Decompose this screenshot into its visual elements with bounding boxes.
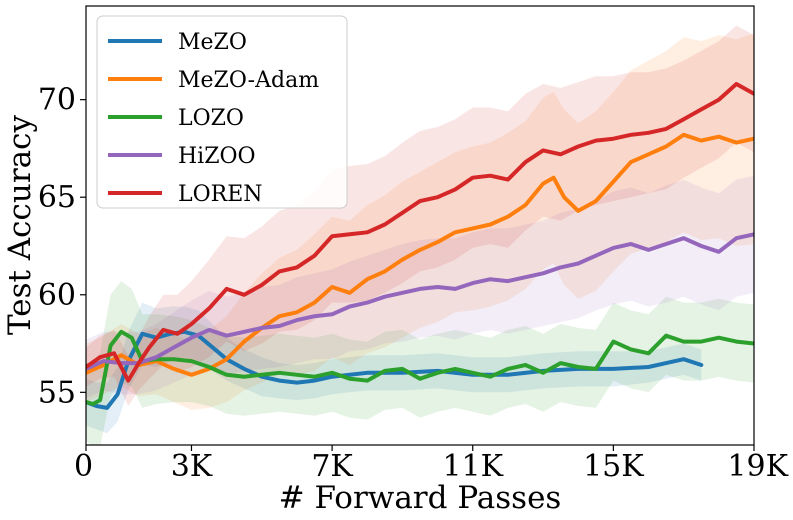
line-loren: [86, 82, 754, 383]
legend-label-loren: LOREN: [178, 182, 263, 207]
legend-label-hizoo: HiZOO: [178, 144, 256, 169]
legend: MeZO MeZO-Adam LOZO HiZOO LOREN: [96, 15, 348, 209]
legend-box: [96, 15, 348, 209]
x-axis-label: # Forward Passes: [279, 480, 562, 516]
band-loren: [86, 25, 754, 406]
y-axis-ticks: 55 60 65 70: [38, 83, 86, 410]
x-tick-label: 11K: [442, 449, 503, 484]
band-lozo: [86, 281, 754, 445]
line-hizoo: [86, 232, 754, 371]
x-tick-label: 19K: [727, 449, 788, 484]
band-mezo-adam: [86, 33, 754, 410]
y-axis-label: Test Accuracy: [2, 114, 38, 335]
plot-frame: [85, 5, 755, 446]
y-tick-label: 65: [38, 180, 76, 215]
y-tick-label: 55: [38, 375, 76, 410]
x-tick-label: 0: [74, 449, 93, 484]
x-tick-label: 15K: [583, 449, 644, 484]
line-mezo-adam: [86, 132, 754, 377]
legend-label-mezo: MeZO: [178, 30, 247, 55]
legend-label-mezo-adam: MeZO-Adam: [178, 68, 319, 93]
x-tick-label: 7K: [311, 449, 353, 484]
x-axis-ticks: 0 3K 7K 11K 15K 19K: [74, 445, 789, 484]
y-tick-label: 60: [38, 278, 76, 313]
legend-label-lozo: LOZO: [178, 106, 244, 131]
y-tick-label: 70: [38, 83, 76, 118]
series-lines: [86, 82, 754, 410]
x-tick-label: 3K: [171, 449, 213, 484]
